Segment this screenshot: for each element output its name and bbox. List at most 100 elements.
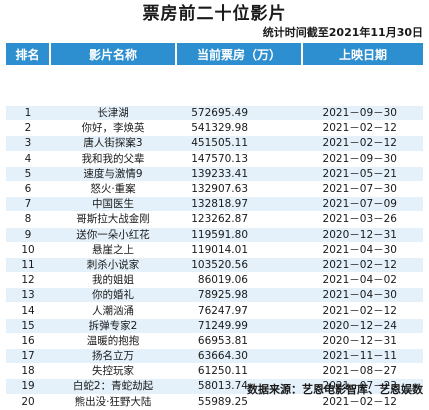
table-row: 15 拆弹专家2 71249.99 2020－12－24 — [6, 318, 423, 334]
box-office-cell: 66953.81 — [176, 333, 302, 350]
box-office-cell: 147570.13 — [176, 151, 302, 167]
box-office-cell: 78925.98 — [176, 287, 302, 304]
box-office-cell: 451505.11 — [176, 135, 302, 152]
box-office-cell: 76247.97 — [176, 302, 302, 319]
table-row: 19 白蛇2：青蛇劫起 58013.74 2021－07－23 — [6, 378, 423, 395]
release-date-cell: 2020－12－31 — [302, 333, 423, 350]
table-row: 17 扬名立万 63664.30 2021－11－11 — [6, 348, 423, 365]
film-name-cell: 白蛇2：青蛇劫起 — [50, 378, 176, 395]
rank-cell: 18 — [6, 363, 50, 380]
box-office-cell: 123262.87 — [176, 211, 302, 228]
header-film: 影片名称 — [50, 43, 177, 65]
film-name-cell: 拆弹专家2 — [50, 318, 176, 334]
box-office-cell: 61250.11 — [176, 363, 302, 380]
film-name-cell: 熊出没·狂野大陆 — [50, 394, 176, 410]
film-name-cell: 失控玩家 — [50, 363, 176, 380]
release-date-cell: 2021－02－12 — [302, 135, 423, 152]
table-row: 12 我的姐姐 86019.06 2021－04－02 — [6, 272, 423, 289]
box-office-cell: 71249.99 — [176, 318, 302, 334]
box-office-table: 排名 影片名称 当前票房（万） 上映日期 1 长津湖 572695.49 2021－0… — [6, 43, 423, 410]
rank-cell: 13 — [6, 287, 50, 304]
release-date-cell: 2020－12－24 — [302, 318, 423, 334]
rank-cell: 12 — [6, 272, 50, 289]
box-office-cell: 572695.49 — [176, 105, 302, 122]
table-row: 18 失控玩家 61250.11 2021－08－27 — [6, 363, 423, 380]
film-name-cell: 刺杀小说家 — [50, 257, 176, 274]
release-date-cell: 2021－04－30 — [302, 242, 423, 258]
film-name-cell: 送你一朵小红花 — [50, 227, 176, 243]
release-date-cell: 2021－05－21 — [302, 166, 423, 182]
table-row: 14 人潮汹涌 76247.97 2021－02－12 — [6, 302, 423, 319]
box-office-cell: 103520.56 — [176, 257, 302, 274]
rank-cell: 19 — [6, 378, 50, 395]
release-date-cell: 2021－04－02 — [302, 272, 423, 289]
box-office-cell: 63664.30 — [176, 348, 302, 365]
release-date-cell: 2021－03－26 — [302, 211, 423, 228]
header-box-office: 当前票房（万） — [176, 43, 303, 65]
rank-cell: 16 — [6, 333, 50, 350]
table-row: 7 中国医生 132818.97 2021－07－09 — [6, 196, 423, 213]
rank-cell: 1 — [6, 105, 50, 122]
header-spacer — [6, 65, 423, 106]
rank-cell: 8 — [6, 211, 50, 228]
film-name-cell: 我的姐姐 — [50, 272, 176, 289]
table-header-row: 排名 影片名称 当前票房（万） 上映日期 — [6, 43, 423, 65]
rank-cell: 11 — [6, 257, 50, 274]
film-name-cell: 长津湖 — [50, 105, 176, 122]
table-row: 13 你的婚礼 78925.98 2021－04－30 — [6, 287, 423, 304]
table-row: 2 你好，李焕英 541329.98 2021－02－12 — [6, 120, 423, 137]
table-row: 16 温暖的抱抱 66953.81 2020－12－31 — [6, 333, 423, 350]
box-office-cell: 139233.41 — [176, 166, 302, 182]
box-office-cell: 132818.97 — [176, 196, 302, 213]
table-row: 1 长津湖 572695.49 2021－09－30 — [6, 105, 423, 122]
film-name-cell: 哥斯拉大战金刚 — [50, 211, 176, 228]
film-name-cell: 速度与激情9 — [50, 166, 176, 182]
release-date-cell: 2021－07－30 — [302, 181, 423, 198]
header-release-date: 上映日期 — [302, 43, 423, 65]
box-office-cell: 119014.01 — [176, 242, 302, 258]
release-date-cell: 2021－07－09 — [302, 196, 423, 213]
film-name-cell: 中国医生 — [50, 196, 176, 213]
data-source-note: 数据来源：艺恩电影智库、艺恩娱数 — [247, 383, 423, 396]
release-date-cell: 2021－11－11 — [302, 348, 423, 365]
stat-date-note: 统计时间截至2021年11月30日 — [262, 26, 423, 39]
box-office-cell: 132907.63 — [176, 181, 302, 198]
rank-cell: 17 — [6, 348, 50, 365]
rank-cell: 2 — [6, 120, 50, 137]
table-row: 5 速度与激情9 139233.41 2021－05－21 — [6, 166, 423, 182]
film-name-cell: 你的婚礼 — [50, 287, 176, 304]
page-title: 票房前二十位影片 — [142, 4, 287, 24]
release-date-cell: 2021－07－23 — [302, 378, 423, 395]
table-row: 4 我和我的父辈 147570.13 2021－09－30 — [6, 151, 423, 167]
box-office-cell: 119591.80 — [176, 227, 302, 243]
table-row: 8 哥斯拉大战金刚 123262.87 2021－03－26 — [6, 211, 423, 228]
rank-cell: 7 — [6, 196, 50, 213]
film-name-cell: 扬名立万 — [50, 348, 176, 365]
header-rank: 排名 — [6, 43, 51, 65]
rank-cell: 9 — [6, 227, 50, 243]
release-date-cell: 2021－02－12 — [302, 120, 423, 137]
release-date-cell: 2020－12－31 — [302, 227, 423, 243]
rank-cell: 5 — [6, 166, 50, 182]
rank-cell: 4 — [6, 151, 50, 167]
film-name-cell: 温暖的抱抱 — [50, 333, 176, 350]
film-name-cell: 悬崖之上 — [50, 242, 176, 258]
release-date-cell: 2021－02－12 — [302, 302, 423, 319]
table-body: 1 长津湖 572695.49 2021－09－30 2 你好，李焕英 541329.98 2… — [6, 65, 423, 410]
table-row: 6 怒火·重案 132907.63 2021－07－30 — [6, 181, 423, 198]
release-date-cell: 2021－09－30 — [302, 105, 423, 122]
rank-cell: 3 — [6, 135, 50, 152]
table-row: 11 刺杀小说家 103520.56 2021－02－12 — [6, 257, 423, 274]
box-office-cell: 541329.98 — [176, 120, 302, 137]
table-row: 3 唐人街探案3 451505.11 2021－02－12 — [6, 135, 423, 152]
film-name-cell: 唐人街探案3 — [50, 135, 176, 152]
film-name-cell: 我和我的父辈 — [50, 151, 176, 167]
rank-cell: 20 — [6, 394, 50, 410]
rank-cell: 10 — [6, 242, 50, 258]
release-date-cell: 2021－08－27 — [302, 363, 423, 380]
film-name-cell: 人潮汹涌 — [50, 302, 176, 319]
table-row: 9 送你一朵小红花 119591.80 2020－12－31 — [6, 227, 423, 243]
release-date-cell: 2021－02－12 — [302, 257, 423, 274]
release-date-cell: 2021－09－30 — [302, 151, 423, 167]
film-name-cell: 怒火·重案 — [50, 181, 176, 198]
